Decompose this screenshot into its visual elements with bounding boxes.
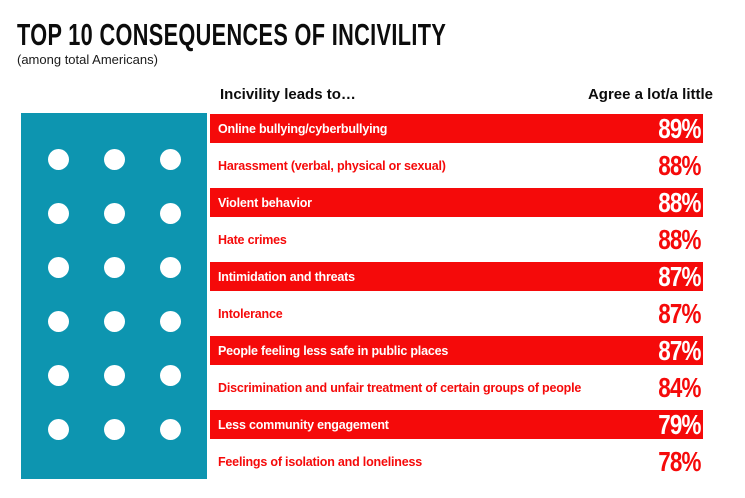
chart-title: TOP 10 CONSEQUENCES OF INCIVILITY: [17, 17, 630, 52]
row-value: 87%: [658, 298, 701, 329]
column-header-values: Agree a lot/a little: [587, 86, 713, 103]
row-label: Discrimination and unfair treatment of c…: [218, 380, 582, 395]
table-row: Hate crimes 88%: [210, 225, 703, 254]
table-row: Intimidation and threats 87%: [210, 262, 703, 291]
row-label: Less community engagement: [218, 417, 389, 432]
row-value: 79%: [658, 409, 701, 440]
row-value: 87%: [658, 335, 701, 366]
row-label: Intolerance: [218, 306, 283, 321]
dot-grid-icon: [48, 149, 69, 170]
teal-dots-decoration: [21, 113, 207, 479]
row-value: 78%: [658, 446, 701, 477]
table-row: Intolerance 87%: [210, 299, 703, 328]
chart-subtitle: (among total Americans): [17, 52, 158, 67]
row-value: 84%: [658, 372, 701, 403]
column-header-categories: Incivility leads to…: [220, 86, 356, 103]
row-label: Feelings of isolation and loneliness: [218, 454, 422, 469]
row-label: People feeling less safe in public place…: [218, 343, 449, 358]
row-label: Intimidation and threats: [218, 269, 355, 284]
consequence-list: Online bullying/cyberbullying 89% Harass…: [210, 114, 703, 484]
table-row: Violent behavior 88%: [210, 188, 703, 217]
row-value: 87%: [658, 261, 701, 292]
row-label: Online bullying/cyberbullying: [218, 121, 388, 136]
row-label: Harassment (verbal, physical or sexual): [218, 158, 446, 173]
table-row: Discrimination and unfair treatment of c…: [210, 373, 703, 402]
row-value: 88%: [658, 224, 701, 255]
table-row: Less community engagement 79%: [210, 410, 703, 439]
row-value: 88%: [658, 187, 701, 218]
row-label: Violent behavior: [218, 195, 312, 210]
table-row: Feelings of isolation and loneliness 78%: [210, 447, 703, 476]
row-value: 88%: [658, 150, 701, 181]
table-row: Online bullying/cyberbullying 89%: [210, 114, 703, 143]
row-value: 89%: [658, 113, 701, 144]
chart-title-text: TOP 10 CONSEQUENCES OF INCIVILITY: [17, 17, 447, 52]
table-row: Harassment (verbal, physical or sexual) …: [210, 151, 703, 180]
row-label: Hate crimes: [218, 232, 287, 247]
table-row: People feeling less safe in public place…: [210, 336, 703, 365]
